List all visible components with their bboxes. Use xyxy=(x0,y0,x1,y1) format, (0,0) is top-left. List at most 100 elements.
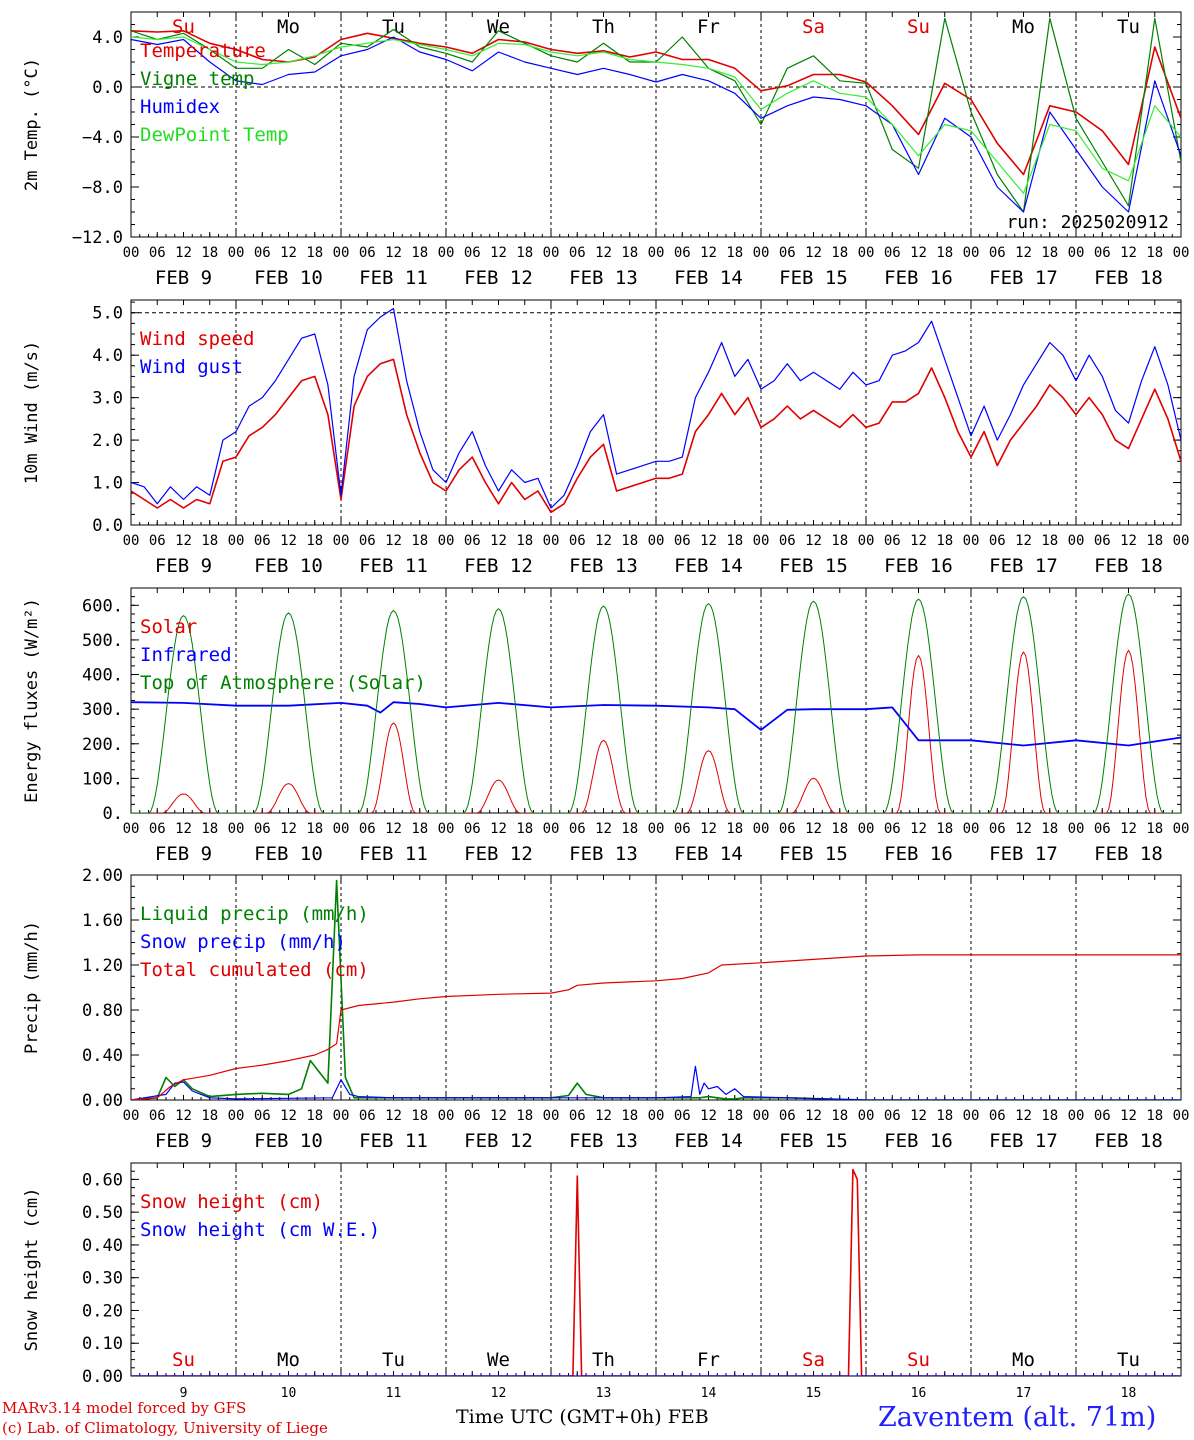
hour-tick-label: 12 xyxy=(595,1108,612,1124)
hour-tick-label: 12 xyxy=(175,1108,192,1124)
hour-tick-label: 00 xyxy=(1068,821,1085,837)
hour-tick-label: 06 xyxy=(1094,1108,1111,1124)
y-tick-label: 0.00 xyxy=(82,1367,123,1387)
legend-entry: Vigne temp xyxy=(140,68,254,90)
date-label: FEB 12 xyxy=(464,267,533,289)
hour-tick-label: 12 xyxy=(175,533,192,549)
panel-3: 0. 100. 200. 300. 400. 500. 600. Energy fluxes … xyxy=(22,587,1189,865)
series-line-temperature xyxy=(131,30,1181,176)
panel-frame xyxy=(130,587,1182,814)
day-letter: Sa xyxy=(802,16,825,38)
hour-tick-label: 00 xyxy=(333,1108,350,1124)
hour-tick-label: 06 xyxy=(569,821,586,837)
y-tick-label: 0.40 xyxy=(82,1236,123,1256)
panel-frame xyxy=(130,299,1182,526)
day-number-label: 18 xyxy=(1121,1386,1137,1401)
panel-2: 0.0 1.0 2.0 3.0 4.0 5.0 10m Wind (m/s) 00 06 12 18… xyxy=(22,299,1189,577)
hour-tick-label: 12 xyxy=(910,245,927,261)
hour-tick-label: 06 xyxy=(779,245,796,261)
y-axis-title: Energy fluxes (W/m²) xyxy=(22,598,42,803)
hour-tick-label: 00 xyxy=(123,1108,140,1124)
y-axis-title: Precip (mm/h) xyxy=(22,921,42,1054)
hour-tick-label: 18 xyxy=(621,245,638,261)
date-label: FEB 13 xyxy=(569,1130,638,1152)
hour-tick-label: 12 xyxy=(1120,821,1137,837)
y-tick-label: 0.40 xyxy=(82,1046,123,1066)
hour-tick-label: 06 xyxy=(674,533,691,549)
hour-tick-label: 12 xyxy=(490,533,507,549)
date-label: FEB 16 xyxy=(884,267,953,289)
hour-tick-label: 00 xyxy=(753,245,770,261)
hour-tick-label: 18 xyxy=(1041,821,1058,837)
series-layer xyxy=(131,879,1181,1100)
legend-entry: Solar xyxy=(140,616,197,638)
legend-entry: Temperature xyxy=(140,40,266,62)
hour-tick-label: 06 xyxy=(674,821,691,837)
day-letter: Fr xyxy=(697,1349,720,1371)
day-letter: We xyxy=(487,1349,510,1371)
day-letter: Fr xyxy=(697,16,720,38)
y-tick-label: 600. xyxy=(82,596,123,616)
day-letter: Tu xyxy=(382,16,405,38)
date-label: FEB 11 xyxy=(359,1130,428,1152)
date-label: FEB 14 xyxy=(674,843,743,865)
date-label: FEB 13 xyxy=(569,267,638,289)
y-tick-label: 400. xyxy=(82,666,123,686)
hour-tick-label: 12 xyxy=(385,245,402,261)
y-tick-label: 0.20 xyxy=(82,1301,123,1321)
day-letter: Su xyxy=(172,16,195,38)
legend-entry: Wind speed xyxy=(140,328,254,350)
day-number-label: 9 xyxy=(180,1386,188,1401)
hour-tick-label: 12 xyxy=(490,1108,507,1124)
hour-tick-label: 12 xyxy=(700,821,717,837)
y-tick-label: 3.0 xyxy=(92,389,123,409)
series-line-top-of-atmosphere-solar- xyxy=(131,593,1181,813)
hour-tick-label: 06 xyxy=(989,533,1006,549)
y-axis-title: 2m Temp. (°C) xyxy=(22,58,42,191)
hour-tick-label: 00 xyxy=(648,245,665,261)
date-label: FEB 17 xyxy=(989,843,1058,865)
day-letter: Mo xyxy=(277,16,300,38)
hour-tick-label: 18 xyxy=(516,1108,533,1124)
day-letter: Th xyxy=(592,1349,615,1371)
hour-tick-label: 18 xyxy=(411,533,428,549)
date-label: FEB 11 xyxy=(359,843,428,865)
hour-tick-label: 00 xyxy=(1173,245,1190,261)
hour-tick-label: 00 xyxy=(963,821,980,837)
hour-tick-label: 00 xyxy=(1068,533,1085,549)
y-tick-label: 0.00 xyxy=(82,1091,123,1111)
hour-tick-label: 00 xyxy=(753,821,770,837)
day-letter: Mo xyxy=(1012,1349,1035,1371)
day-letter: Sa xyxy=(802,1349,825,1371)
hour-tick-label: 12 xyxy=(910,1108,927,1124)
y-tick-label: 4.0 xyxy=(92,28,123,48)
hour-tick-label: 18 xyxy=(306,1108,323,1124)
hour-tick-label: 00 xyxy=(753,533,770,549)
hour-tick-label: 12 xyxy=(1015,533,1032,549)
date-label: FEB 9 xyxy=(155,1130,212,1152)
hour-tick-label: 00 xyxy=(963,245,980,261)
series-line-total-cumulated-cm- xyxy=(131,954,1181,1100)
hour-tick-label: 12 xyxy=(1120,533,1137,549)
hour-tick-label: 06 xyxy=(569,533,586,549)
legend-entry: Snow height (cm W.E.) xyxy=(140,1219,380,1241)
panels-layer: 4.0 0.0 −4.0 −8.0 −12.0 2m Temp. (°C) 00 06 12 18… xyxy=(22,11,1190,1401)
series-line-snow-precip-mm-h- xyxy=(131,1065,1181,1100)
hour-tick-label: 06 xyxy=(884,245,901,261)
hour-tick-label: 00 xyxy=(438,821,455,837)
date-label: FEB 14 xyxy=(674,1130,743,1152)
run-label: run: 2025020912 xyxy=(1006,212,1169,233)
hour-tick-label: 18 xyxy=(726,245,743,261)
hour-tick-label: 12 xyxy=(490,821,507,837)
hour-tick-label: 18 xyxy=(516,821,533,837)
series-layer xyxy=(131,307,1181,514)
hour-tick-label: 18 xyxy=(726,821,743,837)
hour-tick-label: 18 xyxy=(621,821,638,837)
day-number-label: 15 xyxy=(806,1386,822,1401)
hour-tick-label: 18 xyxy=(306,533,323,549)
hour-tick-label: 06 xyxy=(1094,245,1111,261)
hour-tick-label: 00 xyxy=(858,821,875,837)
date-label: FEB 12 xyxy=(464,1130,533,1152)
hour-tick-label: 18 xyxy=(411,245,428,261)
hour-tick-label: 12 xyxy=(1120,245,1137,261)
